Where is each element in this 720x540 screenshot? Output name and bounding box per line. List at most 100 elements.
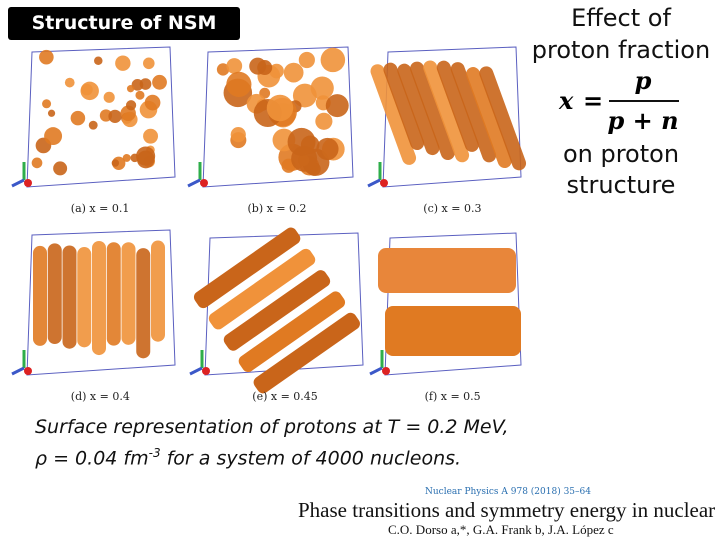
axis-arrow: [187, 178, 201, 188]
side-text: structure: [566, 171, 676, 199]
cluster: [143, 57, 155, 70]
cluster: [266, 94, 294, 122]
box-outline: [382, 46, 522, 188]
axis-arrow: [189, 366, 203, 376]
rod: [136, 248, 151, 359]
cluster: [44, 127, 63, 146]
cluster: [320, 47, 346, 73]
cluster: [139, 78, 152, 90]
cluster: [298, 51, 315, 69]
cluster: [108, 109, 122, 123]
cluster: [226, 58, 243, 74]
cluster: [144, 94, 161, 111]
rod: [383, 62, 425, 150]
cluster: [64, 77, 75, 88]
cluster: [81, 83, 93, 96]
caption-sup: -3: [148, 446, 161, 460]
axis-arrow: [11, 366, 25, 376]
paper-title: Phase transitions and symmetry energy in…: [298, 498, 720, 522]
cluster: [31, 157, 43, 169]
cluster: [94, 56, 103, 66]
cluster: [152, 74, 167, 90]
panel: (a) x = 0.1: [11, 46, 176, 215]
cluster: [53, 161, 68, 176]
formula: x = p p + n: [555, 66, 695, 142]
rod: [397, 63, 440, 156]
cluster: [226, 71, 252, 97]
axis-arrow: [367, 178, 381, 188]
box-outline: [26, 229, 176, 376]
box-outline: [26, 46, 176, 188]
rod: [47, 243, 62, 345]
cluster: [136, 146, 156, 166]
cluster: [39, 49, 54, 65]
slab: [378, 248, 516, 293]
cluster: [70, 110, 86, 126]
rod: [410, 61, 455, 161]
rod: [33, 245, 47, 346]
slab: [253, 312, 360, 394]
axis-origin: [24, 367, 32, 375]
rod: [479, 66, 527, 171]
panel-label: (b) x = 0.2: [248, 202, 307, 215]
rod: [436, 60, 479, 152]
slab: [208, 248, 316, 330]
cluster: [325, 94, 349, 118]
axis-origin: [380, 179, 388, 187]
formula-lhs: x: [559, 86, 574, 115]
axis-origin: [24, 179, 32, 187]
axis-arrow: [11, 178, 25, 188]
cluster: [283, 62, 304, 83]
panel-label: (c) x = 0.3: [423, 202, 481, 215]
cluster: [216, 63, 230, 76]
cluster: [88, 120, 98, 130]
formula-eq: =: [583, 86, 604, 115]
axis-origin: [200, 179, 208, 187]
rod: [151, 240, 165, 342]
panel: (b) x = 0.2: [187, 46, 354, 215]
slab: [385, 306, 521, 356]
cluster: [126, 85, 135, 93]
cluster: [143, 128, 159, 144]
side-text: proton fraction: [531, 36, 711, 64]
cluster: [287, 127, 316, 156]
panel: (c) x = 0.3: [367, 46, 527, 215]
cluster: [47, 109, 56, 117]
axis-origin: [382, 367, 390, 375]
rod: [466, 67, 512, 168]
box-outline: [202, 46, 354, 188]
slide-title: Structure of NSM: [8, 7, 240, 40]
panel: (e) x = 0.45: [189, 227, 364, 403]
slab: [223, 270, 331, 351]
journal: Nuclear Physics A 978 (2018) 35–64: [425, 487, 591, 497]
caption: Surface representation of protons at T =…: [35, 416, 509, 438]
rod: [92, 241, 106, 356]
slab: [193, 227, 301, 309]
caption-text: ρ = 0.04 fm: [35, 447, 149, 470]
rod: [77, 247, 92, 348]
axis-arrow: [369, 366, 383, 376]
rod: [423, 60, 470, 163]
cluster: [269, 63, 284, 79]
side-text: on proton: [562, 140, 680, 168]
panel-label: (d) x = 0.4: [71, 390, 130, 403]
side-text: Effect of: [571, 4, 671, 32]
rod: [121, 242, 136, 345]
formula-numerator: p: [634, 66, 652, 95]
cluster: [135, 90, 145, 100]
rod: [450, 62, 497, 163]
cluster: [103, 91, 115, 103]
panel-label: (a) x = 0.1: [71, 202, 130, 215]
formula-denominator: p + n: [607, 106, 679, 135]
slab: [238, 291, 346, 373]
caption: ρ = 0.04 fm-3 for a system of 4000 nucle…: [35, 446, 461, 469]
cluster: [316, 137, 339, 161]
caption-text: for a system of 4000 nucleons.: [160, 447, 462, 470]
rod: [370, 64, 417, 165]
cluster: [122, 154, 131, 162]
cluster: [125, 100, 137, 111]
cluster: [115, 55, 131, 71]
panel-label: (e) x = 0.45: [252, 390, 317, 403]
cluster: [111, 159, 120, 167]
